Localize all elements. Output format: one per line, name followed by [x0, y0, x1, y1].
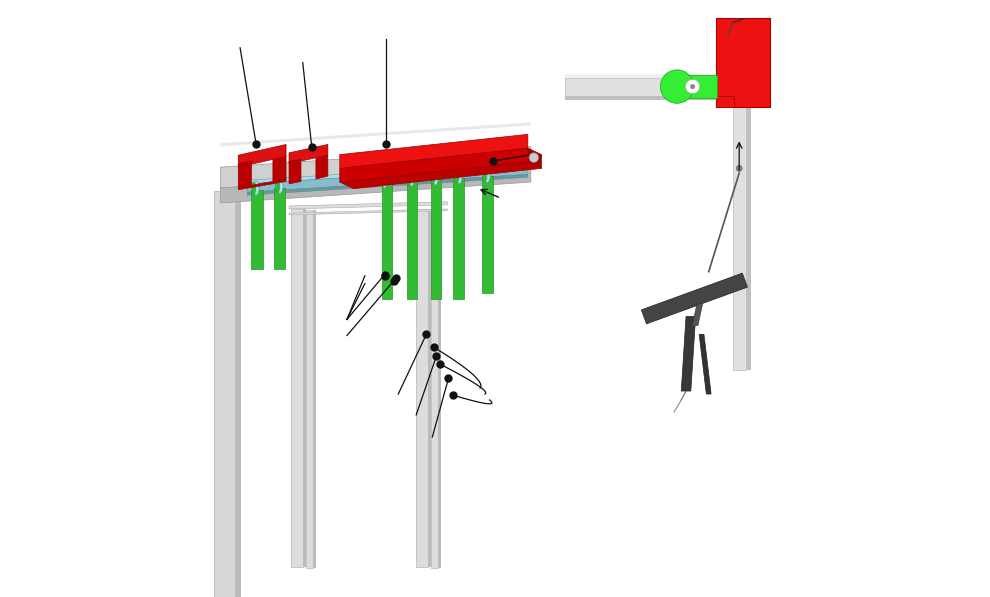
Polygon shape: [239, 179, 286, 190]
Ellipse shape: [277, 179, 283, 193]
Polygon shape: [251, 190, 263, 269]
Circle shape: [685, 79, 700, 94]
Polygon shape: [340, 134, 528, 168]
Polygon shape: [428, 209, 431, 567]
Polygon shape: [381, 182, 392, 298]
Polygon shape: [215, 191, 236, 597]
Polygon shape: [745, 107, 750, 370]
Polygon shape: [733, 107, 745, 370]
Circle shape: [660, 70, 694, 103]
Polygon shape: [303, 209, 306, 567]
Polygon shape: [681, 316, 696, 391]
Polygon shape: [239, 144, 286, 167]
Ellipse shape: [484, 168, 490, 183]
Polygon shape: [236, 197, 242, 597]
Polygon shape: [716, 18, 769, 107]
Ellipse shape: [454, 171, 459, 183]
Circle shape: [690, 84, 695, 89]
Polygon shape: [248, 174, 528, 195]
Polygon shape: [716, 96, 734, 107]
Polygon shape: [482, 176, 493, 293]
Polygon shape: [565, 96, 719, 100]
Polygon shape: [239, 161, 251, 188]
Polygon shape: [699, 334, 711, 394]
Polygon shape: [674, 75, 717, 98]
Polygon shape: [565, 74, 719, 78]
Polygon shape: [221, 122, 531, 146]
Polygon shape: [313, 210, 316, 568]
Polygon shape: [289, 209, 447, 215]
Polygon shape: [439, 210, 442, 568]
Polygon shape: [273, 156, 286, 183]
Circle shape: [529, 153, 539, 162]
Polygon shape: [248, 162, 528, 184]
Polygon shape: [291, 209, 303, 567]
Ellipse shape: [433, 171, 439, 185]
Polygon shape: [431, 179, 442, 298]
Polygon shape: [416, 209, 428, 567]
Polygon shape: [316, 155, 328, 179]
Polygon shape: [289, 144, 328, 164]
Polygon shape: [289, 202, 447, 209]
Polygon shape: [274, 188, 285, 269]
Polygon shape: [340, 148, 528, 182]
Polygon shape: [528, 148, 542, 168]
Ellipse shape: [407, 173, 411, 185]
Ellipse shape: [381, 174, 387, 188]
Polygon shape: [431, 210, 439, 568]
Polygon shape: [692, 303, 703, 327]
Polygon shape: [565, 78, 719, 96]
Ellipse shape: [431, 172, 435, 184]
Polygon shape: [221, 146, 531, 188]
Polygon shape: [289, 159, 301, 184]
Polygon shape: [248, 166, 528, 192]
Polygon shape: [642, 273, 747, 324]
Circle shape: [737, 165, 742, 171]
Ellipse shape: [409, 172, 415, 186]
Polygon shape: [453, 178, 464, 298]
Ellipse shape: [253, 181, 259, 195]
Polygon shape: [221, 167, 531, 203]
Polygon shape: [407, 180, 418, 298]
Ellipse shape: [380, 175, 384, 187]
Polygon shape: [306, 210, 313, 568]
Polygon shape: [340, 162, 542, 189]
Ellipse shape: [275, 180, 280, 192]
Ellipse shape: [483, 170, 487, 181]
Ellipse shape: [251, 182, 255, 194]
Ellipse shape: [456, 170, 462, 184]
